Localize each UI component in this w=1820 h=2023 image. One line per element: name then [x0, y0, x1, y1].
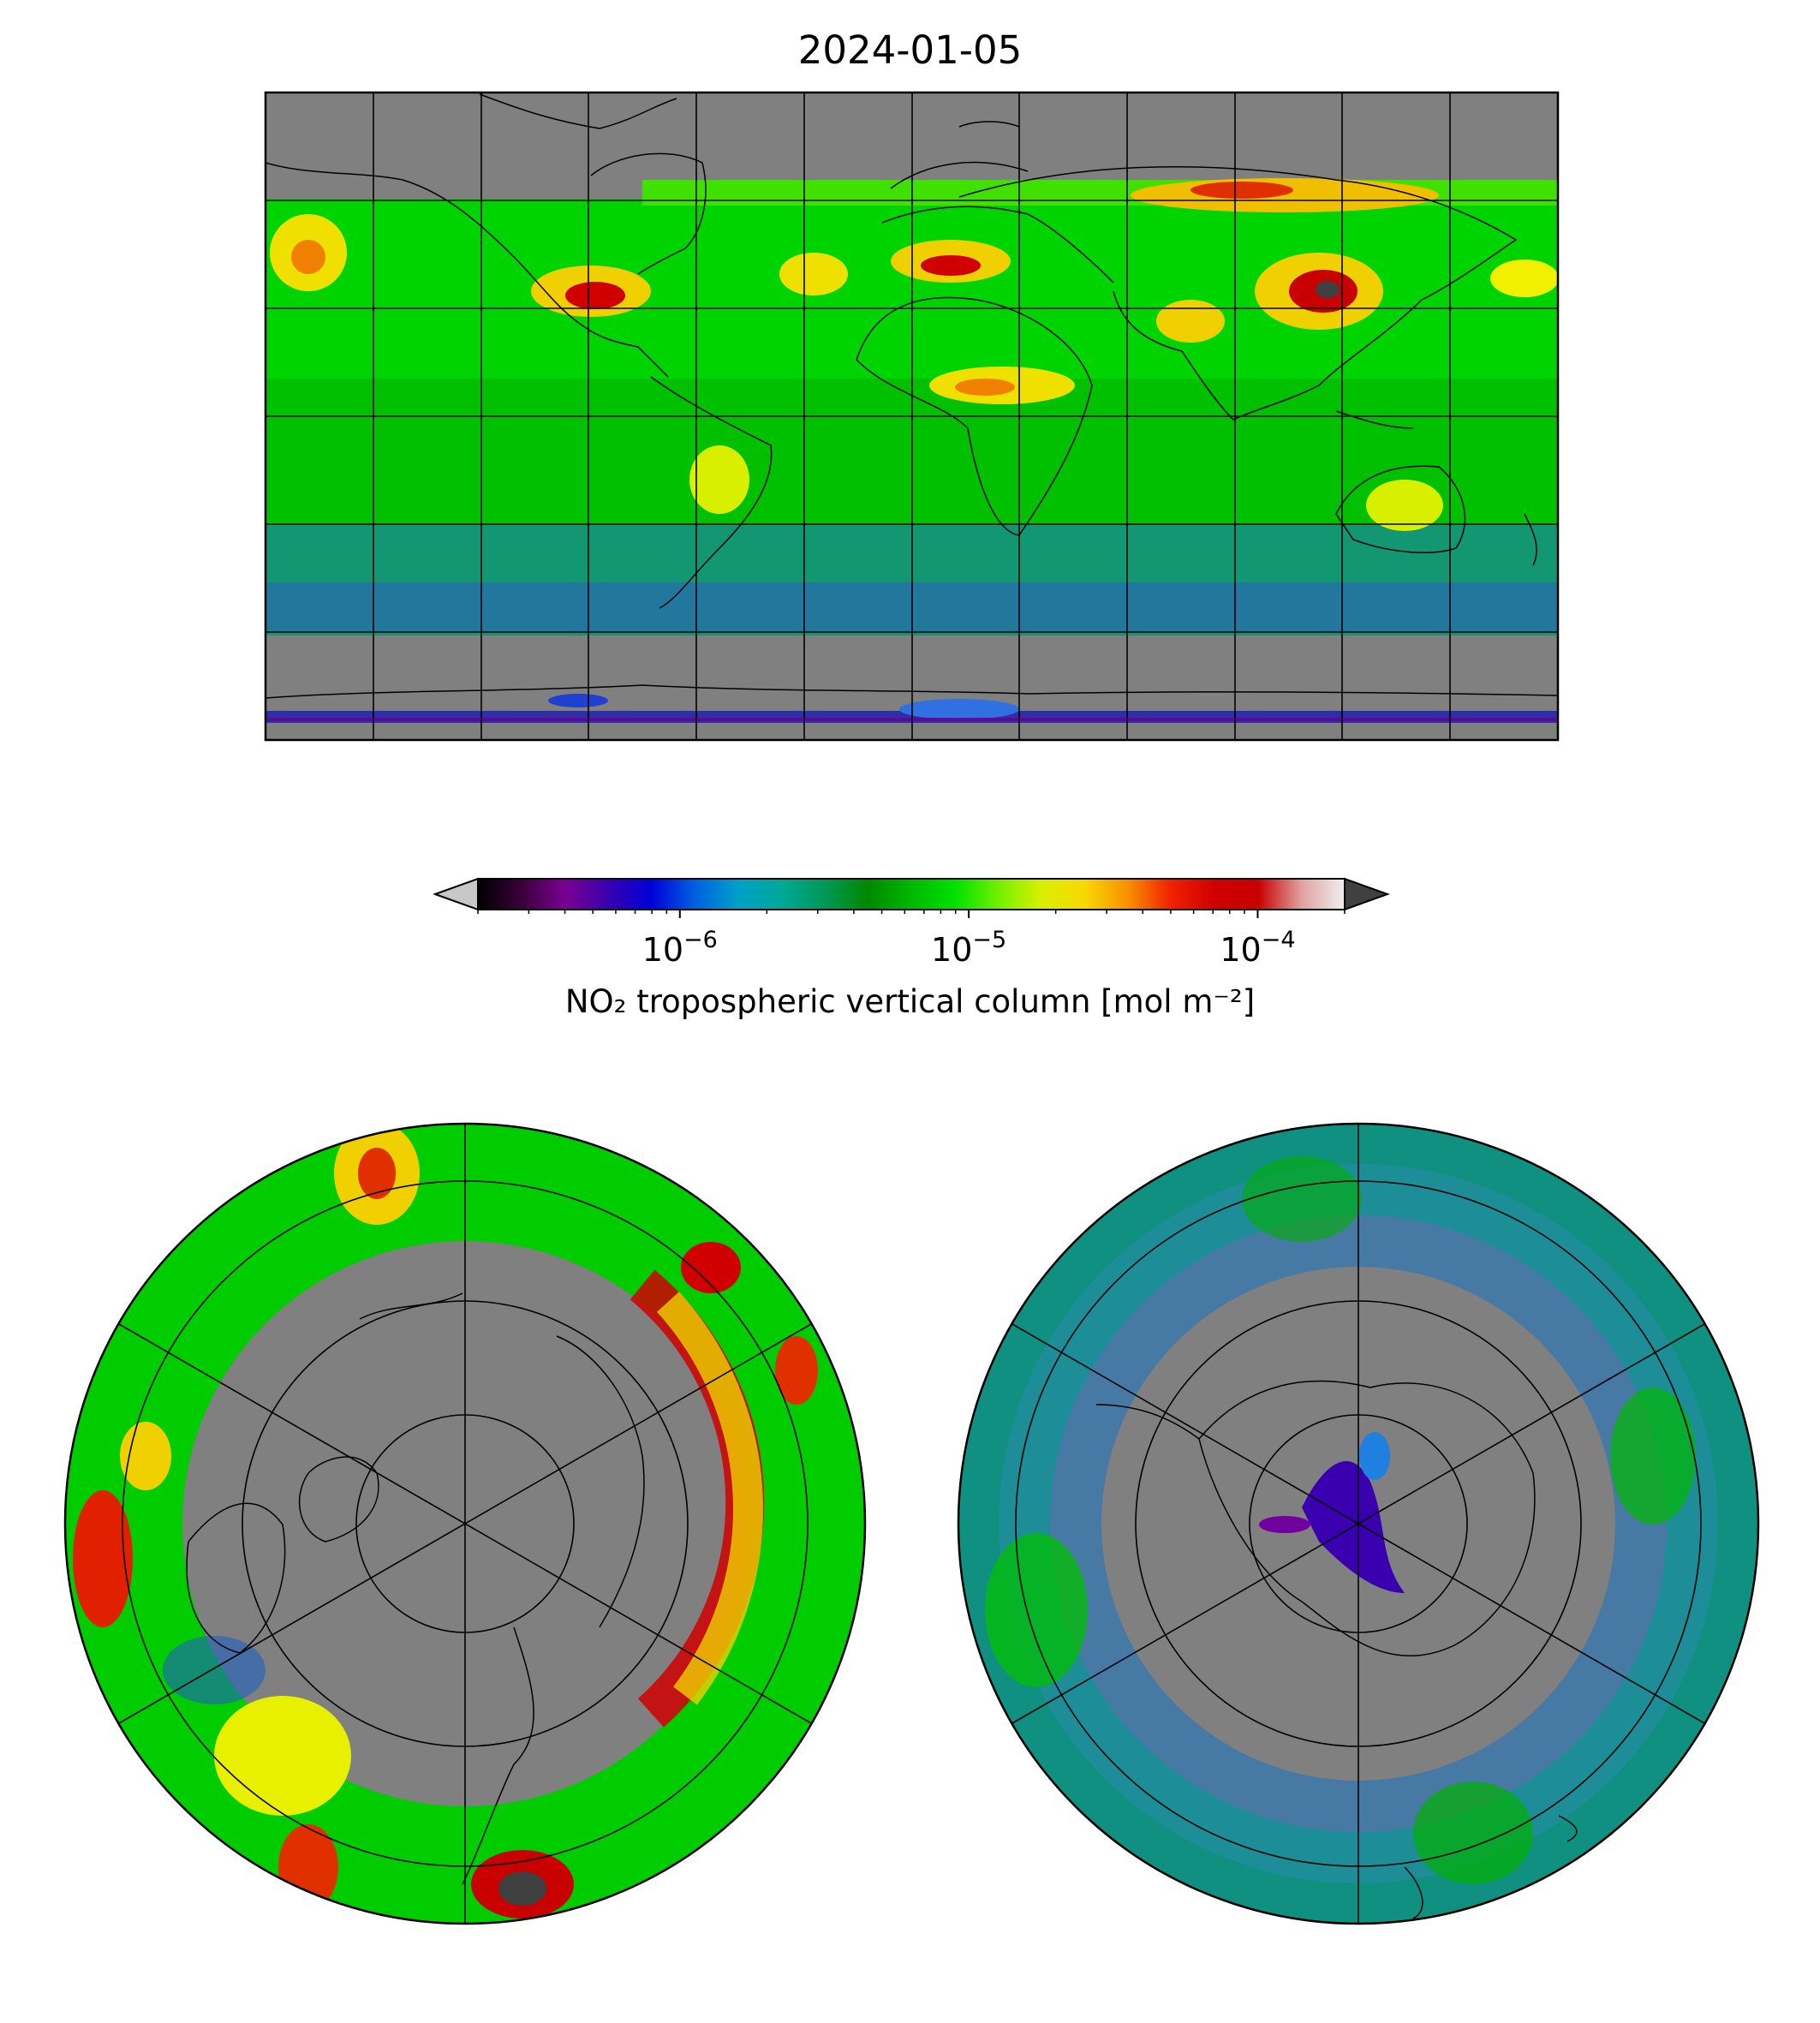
hotspot-india	[1156, 300, 1225, 343]
colorbar: 10−6 10−5 10−4	[433, 877, 1390, 969]
plot-title: 2024-01-05	[797, 27, 1023, 73]
hotspot-south-america	[689, 445, 749, 514]
sp-coastlines	[1095, 1380, 1578, 1919]
sp-graticule	[1011, 1124, 1705, 1924]
hotspot-atlantic	[779, 253, 848, 295]
hotspot-australia	[1366, 480, 1443, 531]
np-coastlines	[186, 1292, 645, 1885]
global-graticule	[266, 92, 1558, 740]
colorbar-tick-label: 10−6	[642, 927, 718, 969]
north-pole-map	[63, 1122, 867, 1925]
global-map	[264, 91, 1560, 742]
hotspot-siberia	[1131, 178, 1439, 212]
hotspot-east-pacific	[1490, 260, 1558, 297]
np-graticule	[118, 1124, 812, 1924]
colorbar-tick-label: 10−4	[1220, 927, 1295, 969]
sp-green-patch-left	[985, 1533, 1088, 1687]
south-pole-map	[957, 1122, 1760, 1925]
global-map-frame	[264, 91, 1560, 742]
colorbar-tick-label: 10−5	[931, 927, 1006, 969]
colorbar-ticks: 10−6 10−5 10−4	[477, 910, 1346, 969]
colorbar-extend-over	[1344, 877, 1390, 911]
global-coastlines	[266, 93, 1558, 699]
sp-frame	[957, 1122, 1760, 1925]
colorbar-label: NO₂ tropospheric vertical column [mol m⁻…	[564, 983, 1256, 1020]
colorbar-gradient	[477, 878, 1346, 910]
np-frame	[63, 1122, 867, 1925]
np-hotspot-left	[73, 1490, 133, 1627]
colorbar-extend-under	[433, 877, 479, 911]
